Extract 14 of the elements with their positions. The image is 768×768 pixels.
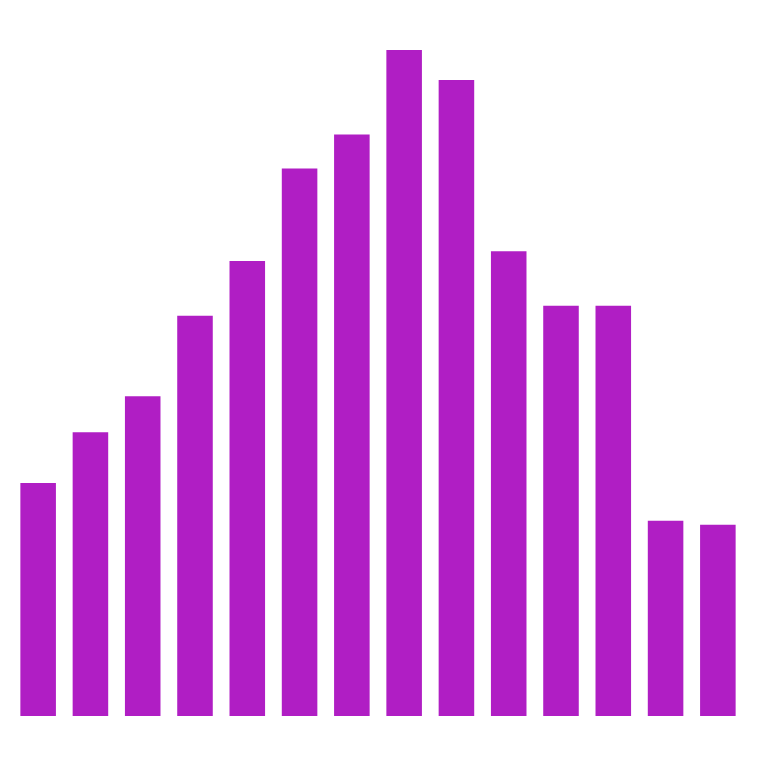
bar <box>177 315 213 716</box>
bar <box>647 520 684 716</box>
bar <box>438 79 475 716</box>
bar <box>386 50 422 716</box>
bar <box>20 482 56 716</box>
bar <box>281 168 318 716</box>
bar <box>543 305 579 716</box>
bar <box>229 261 266 716</box>
bar <box>700 524 736 716</box>
bar <box>490 251 527 716</box>
bar <box>72 432 109 716</box>
bar <box>595 305 632 716</box>
bar <box>124 396 161 716</box>
bar <box>334 134 370 716</box>
